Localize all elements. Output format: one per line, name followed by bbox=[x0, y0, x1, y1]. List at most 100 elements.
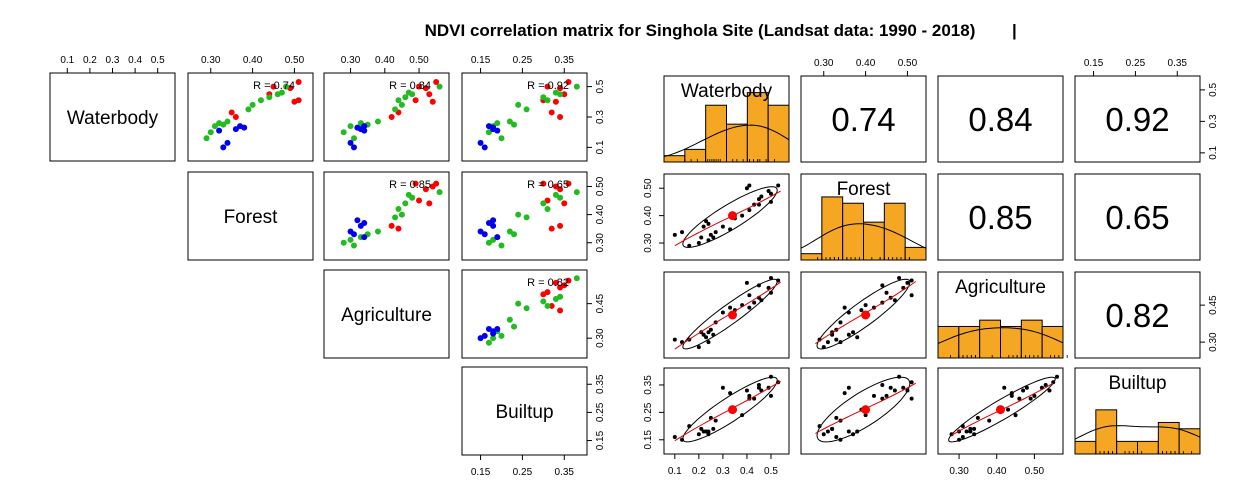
scatter-point-green bbox=[436, 189, 443, 196]
scatter-point-black bbox=[1002, 385, 1007, 390]
right-bottom-waterbody-tick-label-0-2: 0.2 bbox=[692, 466, 706, 477]
right-left-builtup-tick-label-0-35: 0.35 bbox=[643, 375, 654, 395]
right-left-forest-tick-label-0-30: 0.30 bbox=[643, 233, 654, 253]
left-top-agriculture-tick-label-0-50: 0.50 bbox=[409, 55, 429, 66]
scatter-point-red bbox=[565, 180, 572, 187]
scatter-point-black bbox=[711, 426, 716, 431]
histogram-bar-forest bbox=[842, 202, 865, 261]
left-diag-box-builtup bbox=[461, 366, 588, 456]
scatter-point-black bbox=[855, 335, 860, 340]
scatter-point-black bbox=[747, 293, 752, 298]
right-left-builtup-tick-label-0-25: 0.25 bbox=[643, 402, 654, 422]
scatter-point-red bbox=[557, 307, 564, 314]
mean-point bbox=[728, 405, 738, 415]
scatter-point-red bbox=[426, 91, 433, 98]
scatter-point-black bbox=[1009, 393, 1014, 398]
right-panel-forest-waterbody bbox=[663, 173, 790, 261]
scatter-point-green bbox=[283, 83, 290, 90]
scatter-point-green bbox=[485, 339, 492, 346]
left-top-waterbody-tick-label-0-4: 0.4 bbox=[128, 55, 142, 66]
left-top-waterbody-tick-label-0-2: 0.2 bbox=[83, 55, 97, 66]
scatter-point-black bbox=[701, 332, 706, 337]
scatter-point-red bbox=[388, 114, 395, 120]
scatter-point-black bbox=[680, 230, 685, 235]
scatter-point-black bbox=[880, 283, 885, 288]
scatter-point-black bbox=[706, 221, 711, 226]
scatter-point-blue bbox=[361, 127, 368, 134]
left-right-agriculture-tick-label-0-30: 0.30 bbox=[595, 328, 606, 348]
scatter-point-black bbox=[1006, 407, 1011, 412]
scatter-point-red bbox=[228, 109, 235, 116]
left-top-forest-tick-label-0-30: 0.30 bbox=[201, 55, 221, 66]
scatter-point-red bbox=[557, 114, 564, 120]
scatter-point-black bbox=[728, 305, 733, 310]
mean-point bbox=[728, 211, 738, 221]
scatter-point-black bbox=[713, 230, 718, 235]
scatter-point-black bbox=[863, 303, 868, 308]
scatter-point-green bbox=[207, 129, 214, 136]
scatter-point-black bbox=[768, 290, 773, 295]
right-bottom-agriculture-tick-label-0-50: 0.50 bbox=[1025, 466, 1045, 477]
correlation-value-waterbody-agriculture: 0.84 bbox=[968, 101, 1032, 138]
right-bottom-agriculture-tick-label-0-30: 0.30 bbox=[949, 466, 969, 477]
correlation-value-agriculture-builtup: 0.82 bbox=[1105, 297, 1169, 334]
right-top-builtup-tick-label-0-35: 0.35 bbox=[1168, 58, 1188, 69]
scatter-point-black bbox=[964, 429, 969, 434]
histogram-bar-waterbody bbox=[663, 155, 686, 163]
density-curve-waterbody bbox=[663, 124, 790, 158]
left-top-waterbody-tick-label-0-5: 0.5 bbox=[151, 55, 165, 66]
scatter-point-green bbox=[511, 323, 518, 330]
histogram-bar-agriculture bbox=[1000, 325, 1022, 359]
scatter-point-green bbox=[523, 106, 530, 113]
scatter-point-black bbox=[905, 280, 910, 285]
left-bottom-builtup-tick-label-0-15: 0.15 bbox=[471, 467, 491, 478]
scatter-point-black bbox=[1021, 388, 1026, 393]
chart-title: NDVI correlation matrix for Singhola Sit… bbox=[425, 21, 976, 40]
scatter-point-black bbox=[859, 308, 864, 313]
scatter-point-black bbox=[672, 337, 677, 342]
scatter-point-green bbox=[405, 89, 412, 96]
right-top-forest-tick-label-0-40: 0.40 bbox=[856, 58, 876, 69]
scatter-point-red bbox=[416, 197, 423, 204]
correlation-value-waterbody-builtup: 0.92 bbox=[1105, 101, 1169, 138]
scatter-point-red bbox=[412, 180, 419, 187]
scatter-point-black bbox=[1032, 393, 1037, 398]
scatter-point-red bbox=[561, 200, 568, 207]
scatter-point-green bbox=[374, 228, 381, 235]
scatter-point-green bbox=[573, 83, 580, 90]
scatter-point-green bbox=[374, 118, 381, 125]
scatter-point-green bbox=[544, 205, 551, 212]
r-label-forest-agriculture: R = 0.85 bbox=[389, 179, 431, 191]
scatter-point-black bbox=[776, 183, 781, 188]
scatter-point-red bbox=[548, 225, 555, 232]
scatter-point-black bbox=[838, 320, 843, 325]
scatter-point-black bbox=[768, 191, 773, 196]
mean-point bbox=[996, 405, 1005, 415]
scatter-point-blue bbox=[357, 222, 364, 229]
scatter-point-blue bbox=[350, 144, 357, 151]
right-panel-forest-builtup bbox=[1074, 173, 1201, 261]
scatter-point-green bbox=[278, 89, 285, 96]
scatter-point-red bbox=[544, 83, 551, 90]
scatter-point-black bbox=[696, 241, 701, 246]
scatter-point-black bbox=[699, 426, 704, 431]
left-diag-box-forest bbox=[187, 171, 314, 261]
scatter-point-blue bbox=[354, 217, 361, 224]
right-panel-waterbody-forest bbox=[800, 75, 927, 163]
scatter-point-red bbox=[557, 85, 564, 92]
scatter-point-black bbox=[768, 199, 773, 204]
right-panel-waterbody-agriculture bbox=[937, 75, 1064, 163]
scatter-point-black bbox=[766, 188, 771, 193]
left-top-forest-tick-label-0-50: 0.50 bbox=[285, 55, 305, 66]
scatter-point-green bbox=[245, 106, 252, 113]
left-right-waterbody-tick-label-0-5: 0.5 bbox=[595, 79, 606, 93]
scatter-point-red bbox=[412, 97, 419, 104]
scatter-point-black bbox=[909, 380, 914, 385]
scatter-point-black bbox=[968, 426, 973, 431]
scatter-point-green bbox=[523, 214, 530, 221]
scatter-point-red bbox=[565, 277, 572, 284]
left-right-builtup-tick-label-0-35: 0.35 bbox=[595, 374, 606, 394]
scatter-point-black bbox=[825, 340, 830, 345]
left-top-builtup-tick-label-0-35: 0.35 bbox=[555, 55, 575, 66]
